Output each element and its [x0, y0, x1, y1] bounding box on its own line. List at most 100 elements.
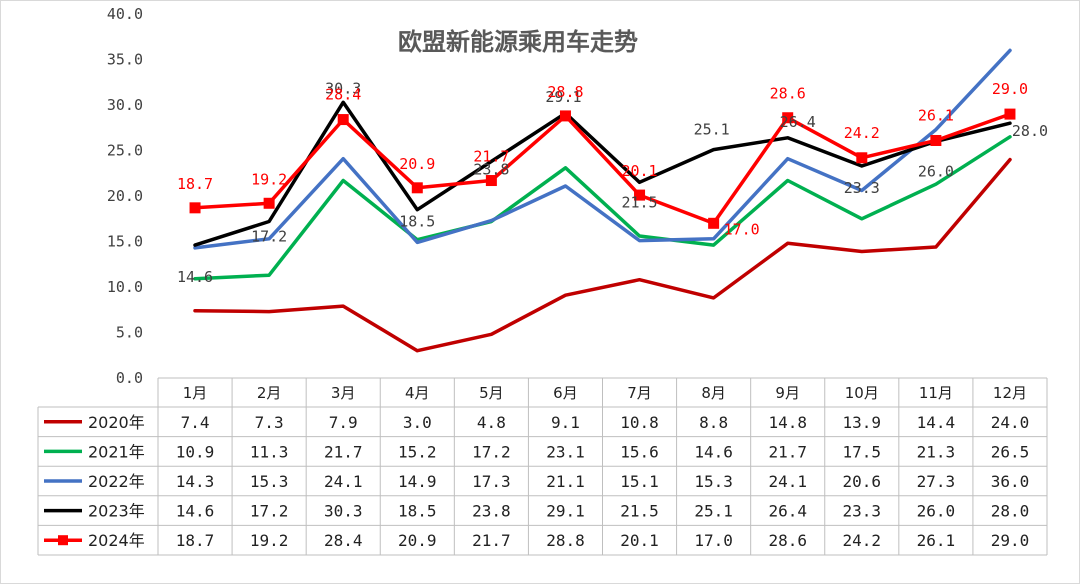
data-label-2024: 28.4 [325, 86, 361, 104]
table-cell-value: 21.3 [917, 442, 956, 461]
data-label-2023: 14.6 [177, 268, 213, 286]
chart-title: 欧盟新能源乘用车走势 [398, 28, 638, 56]
y-tick-label: 35.0 [107, 51, 143, 69]
data-label-2023: 26.0 [918, 162, 954, 180]
table-cell-value: 11.3 [250, 442, 289, 461]
table-cell-value: 14.6 [694, 442, 733, 461]
table-cell-value: 17.2 [472, 442, 511, 461]
table-cell-value: 15.1 [620, 472, 659, 491]
y-tick-label: 15.0 [107, 233, 143, 251]
table-cell-value: 14.6 [176, 502, 215, 521]
x-category-label: 9月 [775, 384, 800, 402]
x-category-label: 11月 [919, 384, 953, 402]
legend-series-name: 2022年 [88, 472, 145, 491]
data-label-2023: 21.5 [621, 193, 657, 211]
y-tick-label: 5.0 [116, 324, 143, 342]
data-label-2023: 23.8 [473, 160, 509, 178]
table-cell-value: 15.2 [398, 442, 437, 461]
table-cell-value: 30.3 [324, 502, 363, 521]
table-cell-value: 4.8 [477, 413, 506, 432]
table-cell-value: 14.3 [176, 472, 215, 491]
y-tick-label: 20.0 [107, 187, 143, 205]
table-cell-value: 17.5 [843, 442, 882, 461]
table-cell-value: 28.0 [991, 502, 1030, 521]
table-cell-value: 9.1 [551, 413, 580, 432]
data-label-2024: 20.9 [399, 155, 435, 173]
data-labels: 14.6 17.2 30.3 18.5 23.8 29.1 21.5 25.1 26.4 23.3… [177, 79, 1048, 286]
table-cell-value: 21.5 [620, 502, 659, 521]
table-cell-value: 26.0 [917, 502, 956, 521]
table-cell-value: 23.3 [843, 502, 882, 521]
y-tick-label: 30.0 [107, 96, 143, 114]
x-category-label: 3月 [331, 384, 356, 402]
data-point-marker [559, 110, 571, 122]
data-table: 1月 2月 3月 4月 5月 6月 7月 8月 9月 10月 11月 12月 2020年 7.4 7.3 7.… [37, 377, 1048, 556]
data-label-2023: 26.4 [780, 113, 816, 131]
table-cell-value: 8.8 [699, 413, 728, 432]
legend-series-name: 2024年 [88, 531, 145, 550]
table-cell-value: 21.7 [768, 442, 807, 461]
data-point-marker [708, 217, 720, 229]
table-cell-value: 21.7 [472, 531, 511, 550]
data-label-2024: 29.0 [992, 80, 1028, 98]
data-label-2024: 28.6 [770, 85, 806, 103]
y-tick-label: 40.0 [107, 5, 143, 23]
table-cell-value: 18.5 [398, 502, 437, 521]
table-cell-value: 7.3 [255, 413, 284, 432]
data-label-2023: 23.3 [844, 179, 880, 197]
data-label-2023: 25.1 [694, 121, 730, 139]
table-cell-value: 18.7 [176, 531, 215, 550]
data-label-2023: 29.1 [545, 88, 581, 106]
series-line-2023年 [193, 100, 1012, 247]
legend-series-name: 2023年 [88, 502, 145, 521]
x-category-label: 5月 [479, 384, 504, 402]
data-label-2023: 17.2 [251, 227, 287, 245]
data-point-marker [1004, 108, 1016, 120]
series-lines [189, 48, 1016, 353]
x-category-label: 7月 [627, 384, 652, 402]
series-line-2024年 [193, 112, 1012, 226]
table-cell-value: 28.4 [324, 531, 363, 550]
data-point-marker [930, 134, 942, 146]
data-label-2024: 24.2 [844, 124, 880, 142]
table-cell-value: 36.0 [991, 472, 1030, 491]
table-cell-value: 10.9 [176, 442, 215, 461]
x-category-label: 4月 [405, 384, 430, 402]
data-point-marker [856, 152, 868, 164]
table-cell-value: 10.8 [620, 413, 659, 432]
data-label-2024: 19.2 [251, 170, 287, 188]
table-cell-value: 23.8 [472, 502, 511, 521]
x-category-label: 1月 [183, 384, 208, 402]
data-label-2024: 26.1 [918, 106, 954, 124]
table-cell-value: 28.6 [768, 531, 807, 550]
table-cell-value: 25.1 [694, 502, 733, 521]
data-point-marker [485, 175, 497, 187]
x-category-label: 2月 [257, 384, 282, 402]
series-line-2021年 [193, 135, 1012, 281]
table-cell-value: 15.3 [694, 472, 733, 491]
x-category-label: 6月 [553, 384, 578, 402]
table-cell-value: 7.4 [181, 413, 210, 432]
table-cell-value: 19.2 [250, 531, 289, 550]
table-cell-value: 3.0 [403, 413, 432, 432]
series-line-2022年 [193, 48, 1012, 250]
data-point-marker [411, 182, 423, 194]
y-tick-label: 25.0 [107, 142, 143, 160]
data-point-marker [263, 197, 275, 209]
data-point-marker [782, 112, 794, 124]
table-cell-value: 27.3 [917, 472, 956, 491]
x-category-label: 12月 [993, 384, 1027, 402]
y-axis: 0.0 5.0 10.0 15.0 20.0 25.0 30.0 35.0 40.0 [107, 5, 143, 387]
table-cell-value: 14.4 [917, 413, 956, 432]
table-cell-value: 15.3 [250, 472, 289, 491]
table-cell-value: 13.9 [843, 413, 882, 432]
data-label-2024: 17.0 [724, 220, 760, 238]
data-point-marker [189, 202, 201, 214]
table-cell-value: 21.7 [324, 442, 363, 461]
table-cell-value: 20.9 [398, 531, 437, 550]
table-cell-value: 15.6 [620, 442, 659, 461]
data-label-2023: 28.0 [1012, 122, 1048, 140]
legend-series-name: 2020年 [88, 413, 145, 432]
